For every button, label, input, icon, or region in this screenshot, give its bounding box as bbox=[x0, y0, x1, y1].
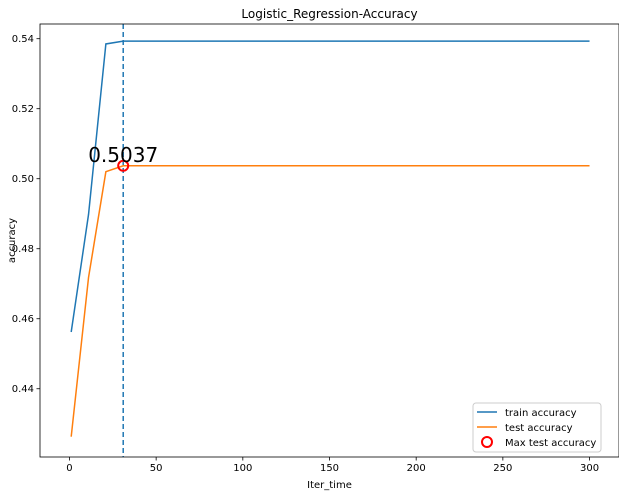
max-value-annotation: 0.5037 bbox=[88, 143, 158, 167]
x-tick-label: 300 bbox=[580, 463, 599, 474]
series-line-test bbox=[70, 165, 590, 437]
legend: train accuracy test accuracy Max test ac… bbox=[472, 402, 602, 453]
legend-max-marker bbox=[481, 436, 493, 448]
legend-test-label: test accuracy bbox=[505, 423, 573, 434]
y-tick-label: 0.48 bbox=[12, 244, 34, 255]
x-tick-label: 0 bbox=[66, 463, 72, 474]
x-tick-label: 250 bbox=[493, 463, 512, 474]
x-tick-label: 50 bbox=[150, 463, 163, 474]
y-tick-label: 0.44 bbox=[12, 384, 34, 395]
y-axis-label: accuracy bbox=[7, 218, 18, 263]
x-tick-label: 200 bbox=[407, 463, 426, 474]
y-tick-label: 0.50 bbox=[12, 174, 34, 185]
x-tick-label: 150 bbox=[320, 463, 339, 474]
y-tick-label: 0.46 bbox=[12, 314, 34, 325]
max-test-accuracy-marker bbox=[117, 159, 130, 172]
legend-max-label: Max test accuracy bbox=[505, 438, 596, 449]
legend-train-label: train accuracy bbox=[505, 408, 577, 419]
chart-title: Logistic_Regression-Accuracy bbox=[241, 7, 417, 21]
legend-box bbox=[472, 402, 602, 453]
y-tick-label: 0.54 bbox=[12, 34, 34, 45]
y-tick-label: 0.52 bbox=[12, 104, 34, 115]
x-tick-label: 100 bbox=[233, 463, 252, 474]
x-axis-label: Iter_time bbox=[307, 480, 352, 491]
series-line-train bbox=[70, 40, 590, 333]
